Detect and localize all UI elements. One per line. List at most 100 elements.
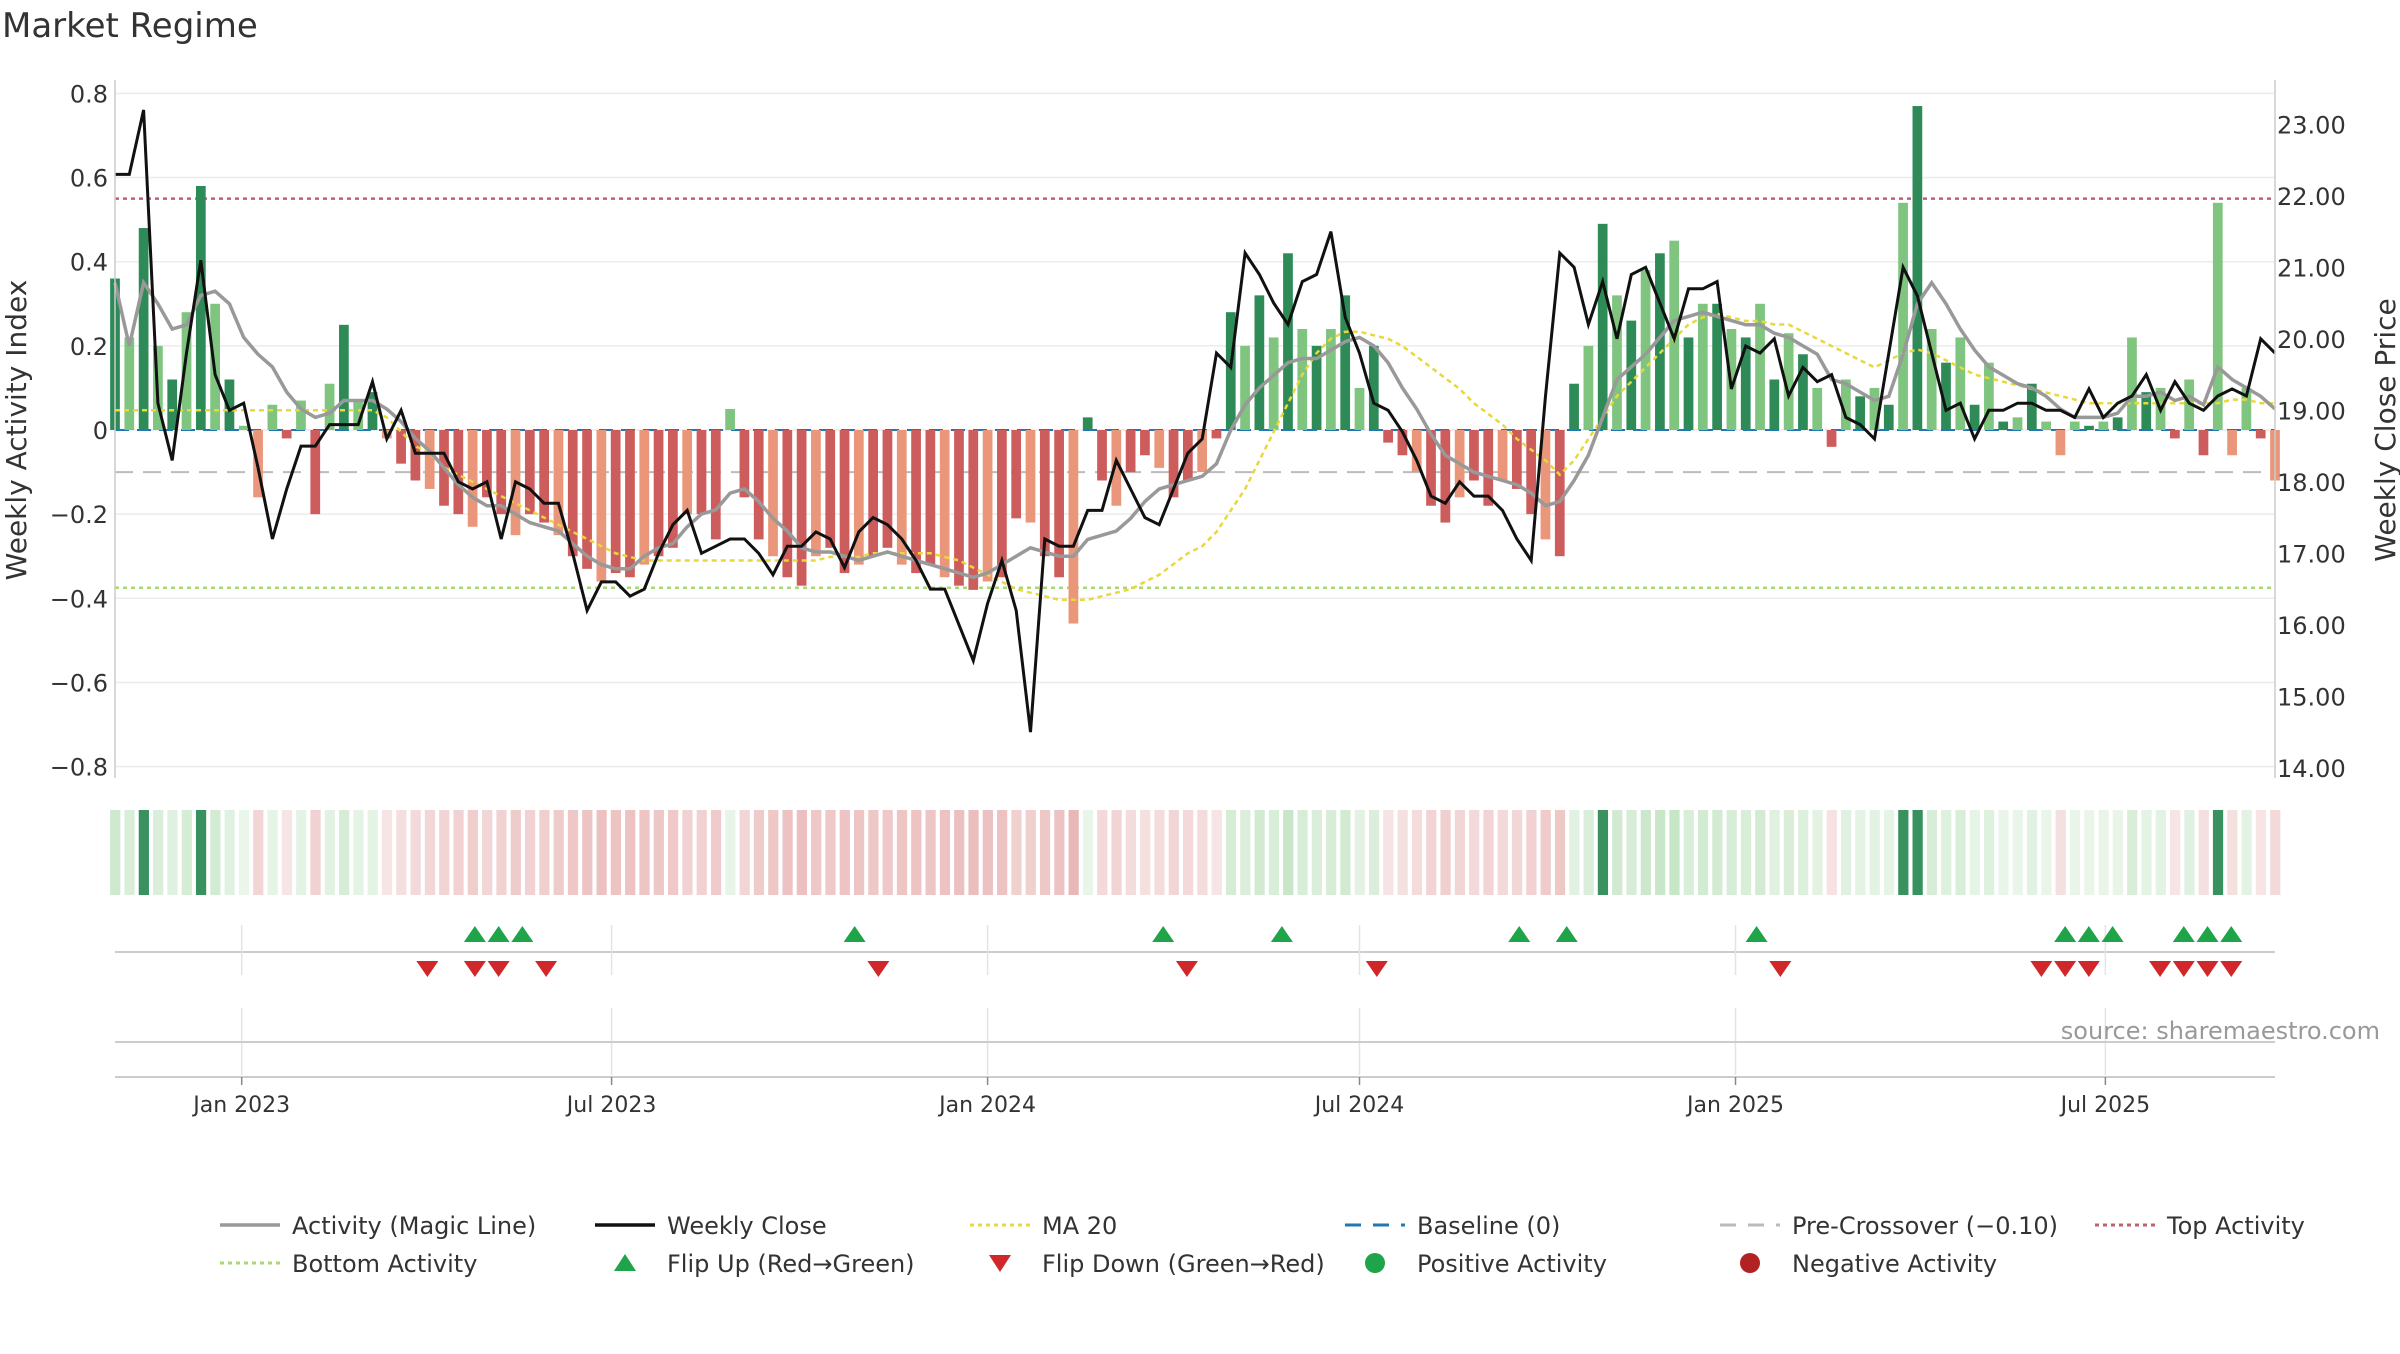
flip-down-marker-4 xyxy=(867,961,890,977)
heat-cell-78 xyxy=(1225,810,1237,895)
heat-cell-30 xyxy=(539,810,550,895)
heat-cell-148 xyxy=(2227,810,2238,895)
y-left-tick-0: 0.8 xyxy=(70,80,108,108)
y-left-tick-3: 0.2 xyxy=(70,333,108,361)
legend-label-top: Top Activity xyxy=(2166,1212,2305,1240)
activity-bar-84 xyxy=(1311,345,1322,430)
heat-cell-21 xyxy=(410,810,421,895)
heat-cell-75 xyxy=(1182,810,1194,895)
heat-cell-85 xyxy=(1326,810,1337,895)
heat-cell-40 xyxy=(682,810,693,895)
heat-cell-48 xyxy=(796,810,807,895)
heat-cell-35 xyxy=(610,810,622,895)
heat-cell-114 xyxy=(1740,810,1752,895)
activity-bar-85 xyxy=(1326,329,1336,430)
activity-bar-53 xyxy=(868,430,879,557)
activity-bar-149 xyxy=(2241,387,2252,430)
activity-bar-66 xyxy=(1054,430,1064,578)
y-right-tick-9: 14.00 xyxy=(2277,755,2346,783)
heat-cell-28 xyxy=(510,810,521,895)
heat-cell-63 xyxy=(1011,810,1022,895)
flip-down-marker-7 xyxy=(1769,961,1792,977)
flip-up-marker-4 xyxy=(1152,926,1175,942)
activity-bar-6 xyxy=(195,185,206,430)
y-left-tick-7: −0.6 xyxy=(50,669,108,697)
activity-bar-21 xyxy=(410,430,421,481)
flip-down-marker-12 xyxy=(2172,961,2195,977)
activity-bar-90 xyxy=(1397,430,1408,456)
activity-bar-140 xyxy=(2112,417,2123,430)
activity-bar-106 xyxy=(1626,320,1637,430)
activity-bar-40 xyxy=(682,430,693,515)
heat-cell-5 xyxy=(181,810,192,895)
flip-down-marker-8 xyxy=(2030,961,2053,977)
x-tick-label-4: Jan 2025 xyxy=(1685,1093,1784,1118)
activity-bar-41 xyxy=(696,430,707,515)
activity-bar-76 xyxy=(1197,430,1208,473)
heat-cell-39 xyxy=(668,810,679,895)
heat-cell-66 xyxy=(1054,810,1065,895)
activity-bar-67 xyxy=(1068,430,1079,624)
activity-bar-9 xyxy=(238,425,249,430)
activity-bar-44 xyxy=(739,430,750,498)
heat-cell-6 xyxy=(195,810,207,895)
legend-label-bottom: Bottom Activity xyxy=(292,1250,477,1278)
flip-up-marker-12 xyxy=(2172,926,2195,942)
flip-down-marker-3 xyxy=(535,961,558,977)
heat-cell-137 xyxy=(2069,810,2081,895)
flip-up-marker-13 xyxy=(2196,926,2219,942)
heat-cell-119 xyxy=(1812,810,1823,895)
flip-down-marker-6 xyxy=(1365,961,1388,977)
heat-cell-11 xyxy=(267,810,278,895)
heat-cell-68 xyxy=(1082,810,1094,895)
flip-up-marker-3 xyxy=(843,926,866,942)
heat-cell-46 xyxy=(768,810,779,895)
heat-cell-14 xyxy=(310,810,321,895)
heat-cell-26 xyxy=(482,810,493,895)
heat-cell-43 xyxy=(725,810,736,895)
heat-cell-117 xyxy=(1783,810,1795,895)
activity-bar-125 xyxy=(1898,202,1908,430)
activity-bar-142 xyxy=(2141,392,2152,430)
legend-label-activity: Activity (Magic Line) xyxy=(292,1212,536,1240)
heat-cell-113 xyxy=(1726,810,1737,895)
activity-bar-38 xyxy=(653,430,664,557)
heat-cell-23 xyxy=(439,810,450,895)
heat-cell-106 xyxy=(1626,810,1637,895)
heat-cell-91 xyxy=(1411,810,1423,895)
heat-cell-60 xyxy=(968,810,979,895)
heat-cell-131 xyxy=(1984,810,1995,895)
activity-bar-16 xyxy=(339,324,349,430)
heat-cell-133 xyxy=(2012,810,2023,895)
heat-cell-25 xyxy=(467,810,478,895)
heat-cell-22 xyxy=(424,810,436,895)
heat-cell-147 xyxy=(2212,810,2224,895)
heat-cell-19 xyxy=(381,810,393,895)
heat-cell-12 xyxy=(281,810,293,895)
legend-item-posdot: Positive Activity xyxy=(1365,1250,1607,1278)
activity-bar-68 xyxy=(1082,417,1093,430)
legend-swatch-flipup xyxy=(614,1254,636,1271)
heat-cell-24 xyxy=(453,810,464,895)
heat-cell-89 xyxy=(1383,810,1394,895)
heat-cell-101 xyxy=(1554,810,1566,895)
legend-label-flipup: Flip Up (Red→Green) xyxy=(667,1250,915,1278)
heat-cell-108 xyxy=(1655,810,1666,895)
activity-bar-148 xyxy=(2227,430,2237,456)
flip-up-marker-10 xyxy=(2077,926,2100,942)
flip-up-marker-11 xyxy=(2101,926,2124,942)
activity-bar-72 xyxy=(1140,430,1150,456)
heat-cell-83 xyxy=(1297,810,1308,895)
heat-cell-81 xyxy=(1268,810,1280,895)
activity-bar-128 xyxy=(1941,362,1951,430)
activity-bar-27 xyxy=(496,430,507,515)
heat-cell-121 xyxy=(1840,810,1852,895)
flip-up-marker-14 xyxy=(2220,926,2243,942)
activity-bar-135 xyxy=(2041,421,2051,430)
heat-cell-61 xyxy=(982,810,993,895)
activity-bar-31 xyxy=(553,430,564,536)
activity-bar-126 xyxy=(1912,106,1923,430)
flip-down-marker-11 xyxy=(2149,961,2172,977)
activity-bar-150 xyxy=(2255,430,2266,439)
